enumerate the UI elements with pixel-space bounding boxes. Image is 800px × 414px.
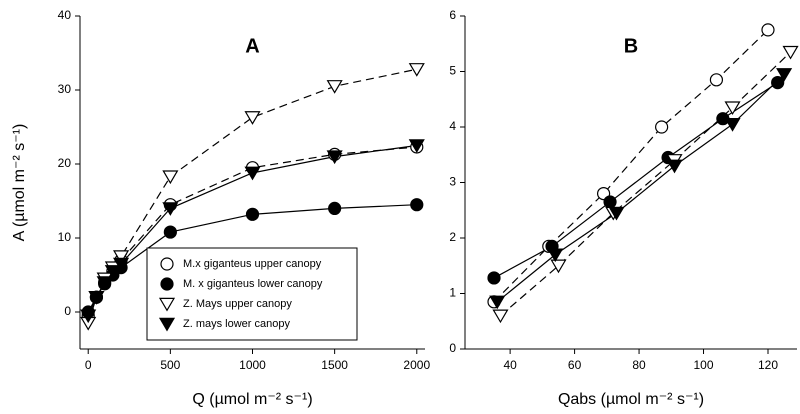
point — [603, 195, 617, 209]
x-tick-label: 1500 — [321, 358, 348, 372]
point — [113, 257, 130, 272]
x-axis-label: Qabs (µmol m⁻² s⁻¹) — [558, 391, 704, 408]
point — [244, 166, 261, 181]
point — [80, 309, 97, 324]
y-tick-label: 3 — [449, 175, 456, 189]
y-tick-label: 40 — [58, 8, 72, 22]
x-tick-label: 80 — [632, 358, 646, 372]
x-tick-label: 1000 — [239, 358, 266, 372]
point — [487, 271, 501, 285]
point — [113, 250, 130, 264]
y-tick-label: 1 — [449, 286, 456, 300]
point — [782, 45, 799, 60]
point — [608, 206, 625, 221]
y-tick-label: 10 — [58, 230, 72, 244]
legend-marker — [158, 317, 176, 332]
y-tick-label: 2 — [449, 230, 456, 244]
x-tick-label: 60 — [568, 358, 582, 372]
series-line — [500, 51, 791, 317]
point — [326, 150, 343, 165]
legend-label: Z. mays lower canopy — [183, 318, 290, 330]
x-tick-label: 0 — [85, 358, 92, 372]
x-tick-label: 2000 — [403, 358, 430, 372]
y-axis-label: A (µmol m⁻² s⁻¹) — [11, 124, 28, 242]
panel-title: A — [245, 35, 259, 57]
point — [547, 248, 564, 263]
series-line — [496, 73, 785, 303]
x-tick-label: 100 — [694, 358, 714, 372]
legend-box — [146, 247, 358, 341]
point — [245, 207, 260, 221]
point — [104, 265, 121, 279]
y-tick-label: 5 — [449, 64, 456, 78]
y-tick-label: 0 — [449, 341, 456, 355]
point — [408, 63, 425, 77]
y-tick-label: 6 — [449, 8, 456, 22]
legend-marker — [158, 297, 176, 312]
point — [771, 75, 785, 90]
point — [326, 80, 343, 94]
point — [776, 68, 793, 82]
y-tick-label: 20 — [58, 156, 72, 170]
legend-label: M.x giganteus upper canopy — [183, 258, 322, 270]
point — [244, 111, 261, 125]
x-tick-label: 40 — [503, 358, 517, 372]
series-line — [493, 29, 769, 303]
point — [96, 276, 113, 290]
point — [550, 259, 567, 274]
point — [666, 159, 683, 174]
point — [492, 309, 509, 324]
x-tick-label: 120 — [758, 358, 778, 372]
y-tick-label: 30 — [58, 82, 72, 96]
point — [489, 295, 506, 310]
point — [724, 101, 741, 116]
legend-label: M. x giganteus lower canopy — [183, 278, 323, 290]
legend-marker — [160, 277, 174, 291]
panel-title: B — [624, 35, 638, 57]
legend-marker — [160, 257, 174, 271]
y-tick-label: 4 — [449, 119, 456, 133]
legend-label: Z. Mays upper canopy — [183, 298, 292, 310]
point — [88, 291, 105, 305]
point — [162, 202, 179, 216]
point — [655, 120, 669, 134]
point — [163, 225, 177, 239]
x-axis-label: Q (µmol m⁻² s⁻¹) — [192, 391, 312, 408]
y-tick-label: 0 — [64, 304, 71, 318]
point — [761, 23, 775, 37]
point — [709, 73, 724, 87]
point — [410, 198, 424, 212]
point — [328, 201, 342, 215]
series-line — [493, 82, 778, 279]
point — [408, 139, 425, 153]
x-tick-label: 500 — [160, 358, 180, 372]
point — [162, 170, 179, 185]
point — [724, 118, 741, 132]
